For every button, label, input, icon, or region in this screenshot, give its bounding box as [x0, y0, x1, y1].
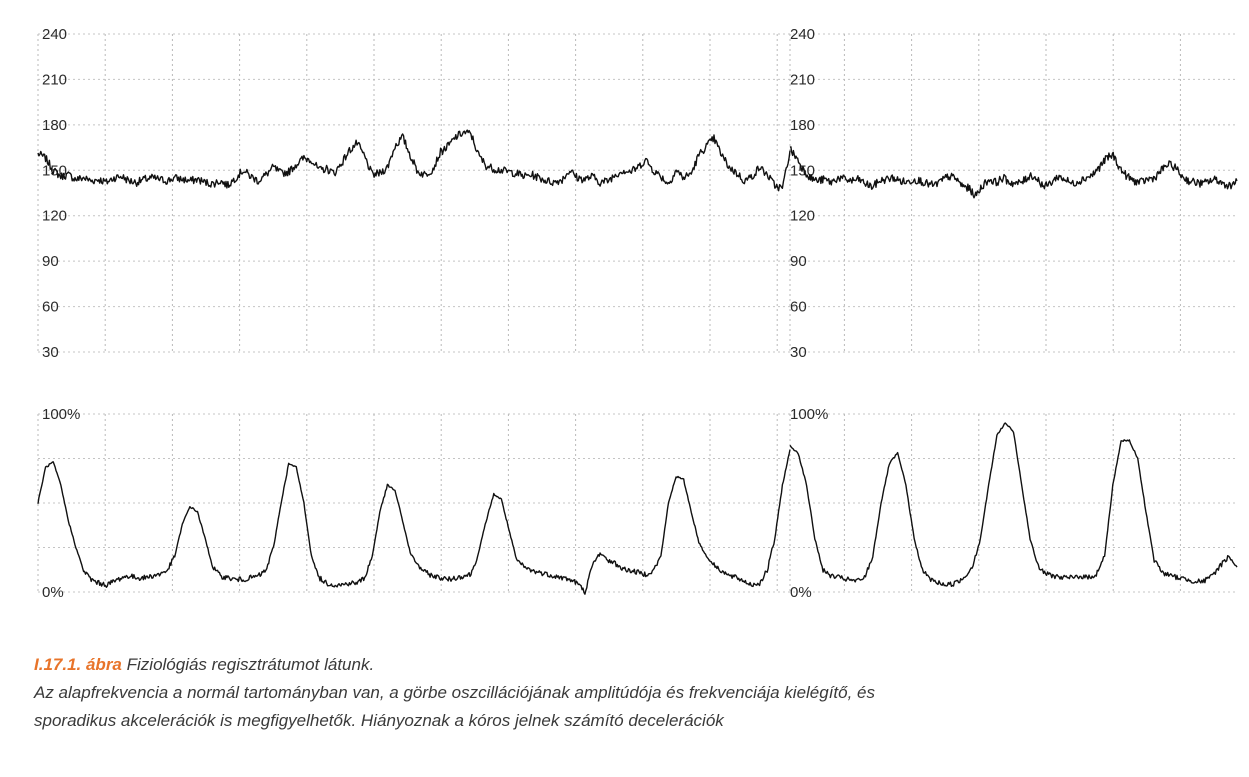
y-tick-label: 60: [790, 299, 807, 316]
toco-trace-2: [789, 422, 1238, 587]
y-tick-label: 0%: [790, 584, 812, 601]
y-tick-label: 90: [42, 253, 59, 270]
y-tick-label: 0%: [42, 584, 64, 601]
fhr-trace-2: [789, 146, 1238, 199]
y-tick-label: 120: [42, 208, 67, 225]
y-tick-label: 60: [42, 299, 59, 316]
y-tick-label: 180: [42, 117, 67, 134]
caption-text-line1: Az alapfrekvencia a normál tartományban …: [34, 683, 876, 702]
figure-caption: I.17.1. ábra Fiziológiás regisztrátumot …: [34, 651, 1234, 735]
y-tick-label: 120: [790, 208, 815, 225]
grid: [37, 33, 1237, 593]
traces: [37, 129, 1238, 595]
toco-trace-1: [37, 449, 791, 595]
y-tick-label: 180: [790, 117, 815, 134]
y-tick-label: 210: [42, 71, 67, 88]
fhr-trace-1: [37, 129, 791, 192]
caption-text-line2: sporadikus akcelerációk is megfigyelhető…: [34, 711, 724, 730]
y-tick-label: 240: [790, 26, 815, 43]
y-tick-label: 100%: [790, 406, 828, 423]
y-tick-label: 240: [42, 26, 67, 43]
y-tick-label: 30: [790, 344, 807, 361]
tick-labels: 2402101801501209060302402101801501209060…: [42, 26, 828, 601]
ctg-chart: 2402101801501209060302402101801501209060…: [37, 26, 1238, 601]
caption-title: Fiziológiás regisztrátumot látunk.: [126, 655, 375, 674]
y-tick-label: 90: [790, 253, 807, 270]
y-tick-label: 100%: [42, 406, 80, 423]
y-tick-label: 30: [42, 344, 59, 361]
y-tick-label: 210: [790, 71, 815, 88]
caption-label: I.17.1. ábra: [34, 655, 122, 674]
